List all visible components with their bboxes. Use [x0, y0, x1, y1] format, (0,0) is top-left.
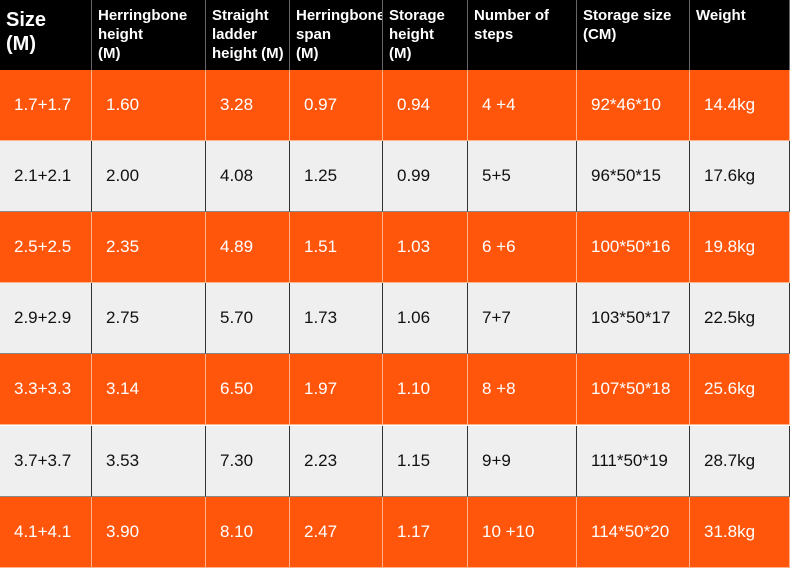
table-cell: 5+5: [468, 141, 577, 213]
table-cell: 2.23: [290, 425, 383, 497]
table-cell: 17.6kg: [690, 141, 790, 213]
table-cell: 4.1+4.1: [0, 496, 92, 568]
table-cell: 19.8kg: [690, 212, 790, 284]
table-cell: 3.14: [92, 354, 206, 426]
table-cell: 103*50*17: [577, 283, 690, 355]
header-cell: Size (M): [0, 0, 92, 70]
header-cell: Herringbone height (M): [92, 0, 206, 70]
header-cell: Weight: [690, 0, 790, 70]
table-cell: 2.1+2.1: [0, 141, 92, 213]
table-cell: 2.5+2.5: [0, 212, 92, 284]
header-cell: Number of steps: [468, 0, 577, 70]
header-cell: Storage size (CM): [577, 0, 690, 70]
header-cell: Straight ladder height (M): [206, 0, 290, 70]
table-cell: 2.47: [290, 496, 383, 568]
table-cell: 14.4kg: [690, 70, 790, 142]
table-cell: 1.10: [383, 354, 468, 426]
table-cell: 1.97: [290, 354, 383, 426]
table-cell: 3.3+3.3: [0, 354, 92, 426]
table-cell: 7.30: [206, 425, 290, 497]
table-cell: 25.6kg: [690, 354, 790, 426]
table-cell: 100*50*16: [577, 212, 690, 284]
table-cell: 1.06: [383, 283, 468, 355]
table-cell: 1.17: [383, 496, 468, 568]
table-cell: 3.28: [206, 70, 290, 142]
table-cell: 96*50*15: [577, 141, 690, 213]
table-cell: 114*50*20: [577, 496, 690, 568]
table-cell: 0.94: [383, 70, 468, 142]
table-cell: 8.10: [206, 496, 290, 568]
table-cell: 1.73: [290, 283, 383, 355]
table-cell: 4 +4: [468, 70, 577, 142]
table-cell: 9+9: [468, 425, 577, 497]
table-cell: 1.7+1.7: [0, 70, 92, 142]
table-cell: 0.97: [290, 70, 383, 142]
table-cell: 7+7: [468, 283, 577, 355]
table-cell: 22.5kg: [690, 283, 790, 355]
table-cell: 10 +10: [468, 496, 577, 568]
table-cell: 3.7+3.7: [0, 425, 92, 497]
table-cell: 31.8kg: [690, 496, 790, 568]
table-cell: 1.51: [290, 212, 383, 284]
table-cell: 3.90: [92, 496, 206, 568]
table-cell: 107*50*18: [577, 354, 690, 426]
table-cell: 1.25: [290, 141, 383, 213]
table-cell: 2.75: [92, 283, 206, 355]
table-cell: 1.60: [92, 70, 206, 142]
table-cell: 4.08: [206, 141, 290, 213]
table-cell: 92*46*10: [577, 70, 690, 142]
table-cell: 0.99: [383, 141, 468, 213]
table-cell: 6 +6: [468, 212, 577, 284]
table-cell: 2.00: [92, 141, 206, 213]
header-cell: Herringbone span (M): [290, 0, 383, 70]
table-cell: 28.7kg: [690, 425, 790, 497]
table-cell: 2.9+2.9: [0, 283, 92, 355]
table-cell: 6.50: [206, 354, 290, 426]
table-cell: 8 +8: [468, 354, 577, 426]
table-cell: 111*50*19: [577, 425, 690, 497]
header-cell: Storage height (M): [383, 0, 468, 70]
table-cell: 5.70: [206, 283, 290, 355]
table-cell: 2.35: [92, 212, 206, 284]
table-cell: 4.89: [206, 212, 290, 284]
table-cell: 3.53: [92, 425, 206, 497]
table-cell: 1.15: [383, 425, 468, 497]
table-cell: 1.03: [383, 212, 468, 284]
